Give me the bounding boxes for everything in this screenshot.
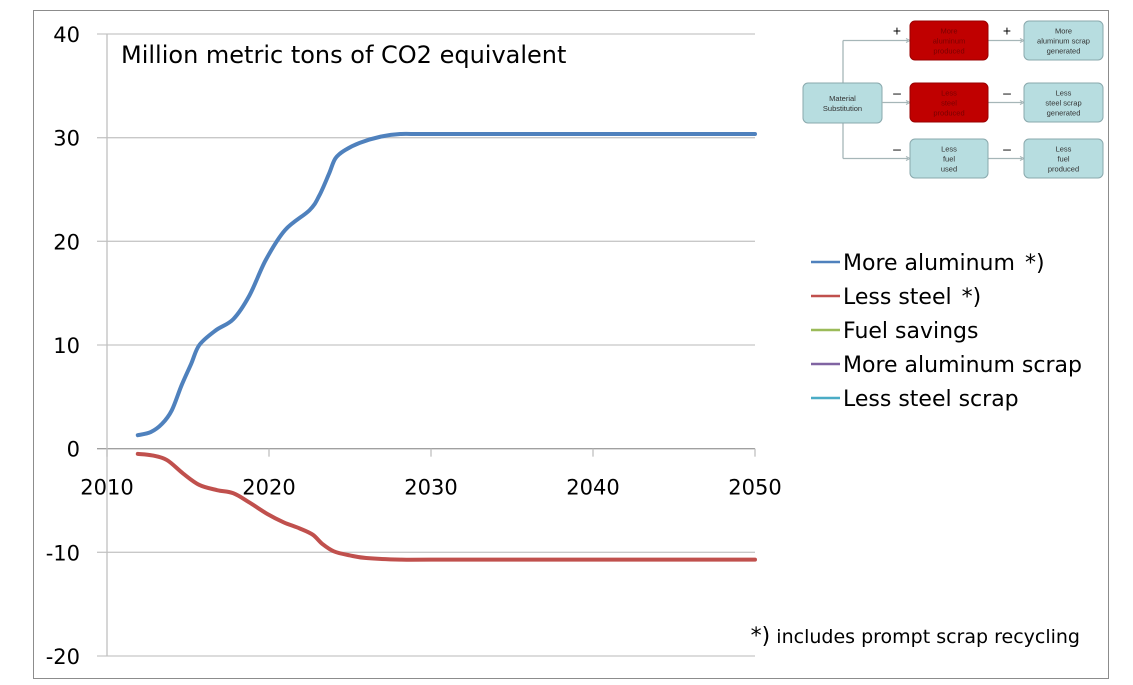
diagram-box-middle-1-line: steel xyxy=(941,99,957,108)
x-tick-label: 2050 xyxy=(728,476,781,500)
legend-name: More aluminum xyxy=(843,251,1015,276)
legend-asterisk: *) xyxy=(1025,251,1045,276)
legend-name: Fuel savings xyxy=(843,319,978,344)
sign-in-1: – xyxy=(893,85,901,101)
diagram-box-right-1-line: generated xyxy=(1047,109,1081,118)
diagram-box-right-2-rect xyxy=(1023,138,1104,179)
gridlines xyxy=(97,33,755,657)
diagram-box-right-2-line: Less xyxy=(1056,145,1072,154)
sign-out-1: – xyxy=(1003,85,1011,101)
series-line-less-steel xyxy=(135,451,757,562)
diagram-box-middle-1-rect xyxy=(909,82,989,123)
diagram-box-right-0-rect xyxy=(1023,20,1104,61)
sign-in-2: – xyxy=(893,141,901,157)
diagram-box-right-0-line: More xyxy=(1055,27,1072,36)
diagram-box-right-1-line: steel scrap xyxy=(1045,99,1081,108)
diagram-box-source-line: Substitution xyxy=(823,104,862,113)
series-lines xyxy=(135,131,757,562)
footnote-text: *) includes prompt scrap recycling xyxy=(751,624,1080,649)
y-tick-label: 40 xyxy=(53,23,80,47)
legend: More aluminum *) Less steel *) Fuel savings M… xyxy=(811,251,1082,412)
legend-name: More aluminum scrap xyxy=(843,353,1082,378)
diagram-box-middle-0-line: produced xyxy=(933,47,964,56)
legend-asterisk: *) xyxy=(962,285,982,310)
diagram-box-middle-2-line: used xyxy=(941,165,957,174)
chart-title: Million metric tons of CO2 equivalent xyxy=(121,41,566,69)
x-tick-label: 2030 xyxy=(404,476,457,500)
diagram-box-middle-2-line: Less xyxy=(941,145,957,154)
legend-label-more-aluminum-scrap: More aluminum scrap xyxy=(843,353,1082,378)
diagram-box-right-1-rect xyxy=(1023,82,1104,123)
legend-name: Less steel scrap xyxy=(843,387,1019,412)
y-tick-label: -10 xyxy=(46,541,80,565)
diagram-box-right-0-line: generated xyxy=(1047,47,1081,56)
legend-label-fuel-savings: Fuel savings xyxy=(843,319,978,344)
diagram-box-middle-0-line: More xyxy=(940,27,957,36)
footnote: *) includes prompt scrap recycling xyxy=(751,624,1080,649)
y-tick-label: 30 xyxy=(53,127,80,151)
x-tick-label: 2040 xyxy=(566,476,619,500)
diagram-box-source-line: Material xyxy=(829,94,856,103)
x-tick-label: 2010 xyxy=(80,476,133,500)
diagram-box-middle-1-line: Less xyxy=(941,89,957,98)
y-tick-label: -20 xyxy=(46,645,80,669)
x-tick-label: 2020 xyxy=(242,476,295,500)
y-tick-label: 10 xyxy=(53,334,80,358)
y-tick-label: 20 xyxy=(53,230,80,254)
footnote-body: includes prompt scrap recycling xyxy=(776,626,1080,648)
diagram-box-right-0-line: aluminum scrap xyxy=(1037,37,1090,46)
diagram-box-middle-1-line: produced xyxy=(933,109,964,118)
legend-label-less-steel: Less steel *) xyxy=(843,285,981,310)
diagram-box-middle-0-rect xyxy=(909,20,989,61)
sign-out-2: – xyxy=(1003,141,1011,157)
legend-name: Less steel xyxy=(843,285,952,310)
series-line-more-aluminum xyxy=(135,131,757,438)
y-tick-label: 0 xyxy=(67,438,80,462)
diagram-box-right-1-line: Less xyxy=(1056,89,1072,98)
sign-out-0: + xyxy=(1003,23,1011,39)
legend-label-less-steel-scrap: Less steel scrap xyxy=(843,387,1019,412)
diagram-box-right-2-line: fuel xyxy=(1057,155,1069,164)
diagram-box-right-2-line: produced xyxy=(1048,165,1079,174)
diagram-box-source-rect xyxy=(802,82,883,124)
diagram-box-middle-2-rect xyxy=(909,138,989,179)
diagram-box-middle-2-line: fuel xyxy=(943,155,955,164)
legend-label-more-aluminum: More aluminum *) xyxy=(843,251,1045,276)
footnote-symbol: *) xyxy=(751,624,771,649)
sign-in-0: + xyxy=(893,23,901,39)
diagram-box-middle-0-line: aluminum xyxy=(933,37,966,46)
